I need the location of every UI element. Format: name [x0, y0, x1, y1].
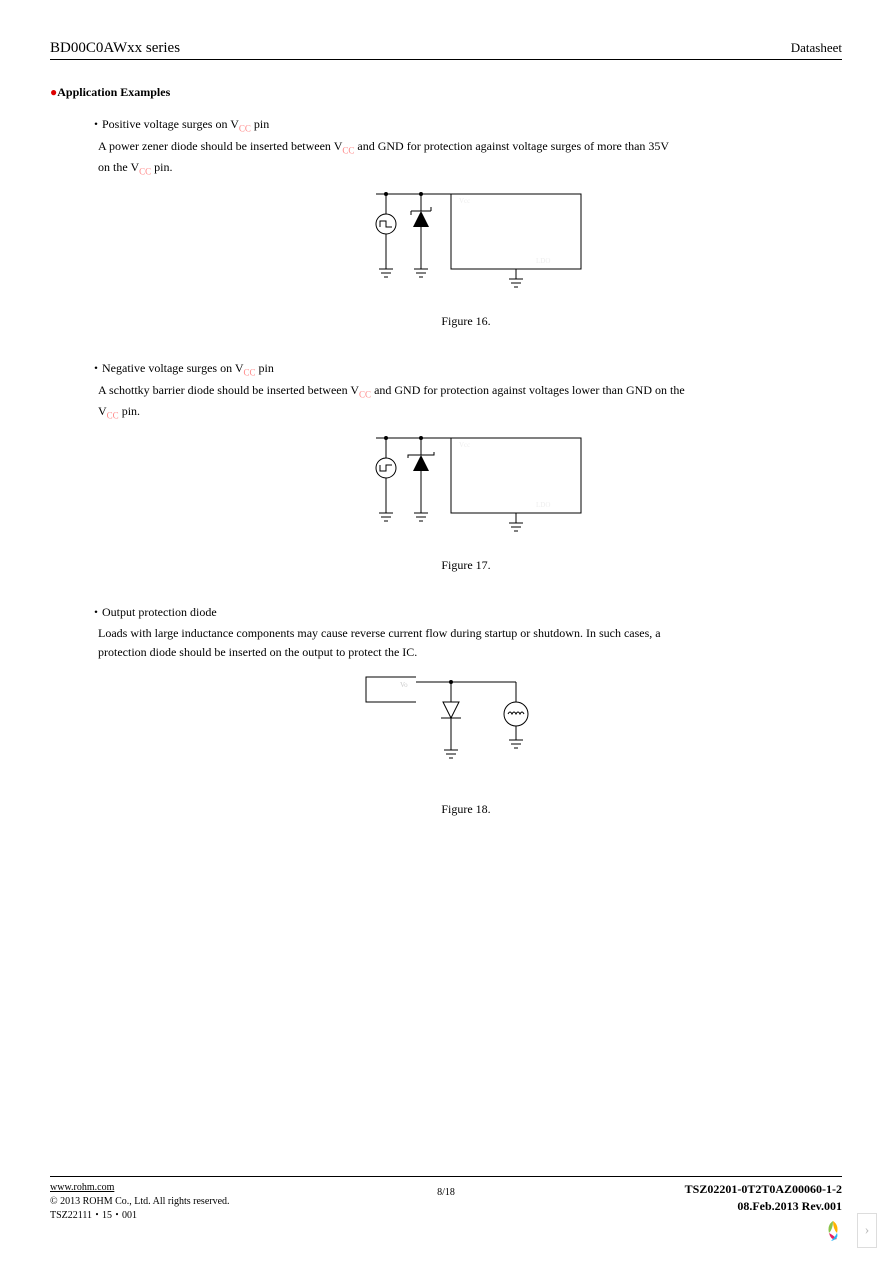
figure-16: Vcc LDO [90, 189, 842, 329]
footer-right: TSZ02201-0T2T0AZ00060-1-2 08.Feb.2013 Re… [685, 1181, 842, 1215]
page-header: BD00C0AWxx series Datasheet [50, 40, 842, 60]
page-footer: www.rohm.com © 2013 ROHM Co., Ltd. All r… [50, 1176, 842, 1223]
footer-page-number: 8/18 [437, 1187, 455, 1198]
footer-doc-code: TSZ02201-0T2T0AZ00060-1-2 [685, 1182, 842, 1196]
doc-type: Datasheet [791, 40, 842, 57]
example-3-heading: ・Output protection diode [90, 603, 842, 620]
footer-date-rev: 08.Feb.2013 Rev.001 [737, 1199, 842, 1213]
figure-18: Vo Figu [90, 672, 842, 817]
circuit-diagram-16: Vcc LDO [341, 189, 591, 299]
circuit-diagram-17: Vcc LDO [341, 433, 591, 543]
vcc-label: Vcc [459, 441, 470, 449]
footer-left: www.rohm.com © 2013 ROHM Co., Ltd. All r… [50, 1181, 230, 1223]
vo-label: Vo [400, 681, 408, 689]
figure-18-caption: Figure 18. [90, 802, 842, 817]
footer-url[interactable]: www.rohm.com [50, 1182, 114, 1193]
example-2: ・Negative voltage surges on VCC pin A sc… [90, 359, 842, 573]
example-1-desc: A power zener diode should be inserted b… [98, 137, 842, 179]
example-2-heading: ・Negative voltage surges on VCC pin [90, 359, 842, 377]
next-page-button[interactable]: › [857, 1213, 877, 1248]
example-3-desc: Loads with large inductance components m… [98, 624, 842, 662]
figure-17-caption: Figure 17. [90, 558, 842, 573]
series-title: BD00C0AWxx series [50, 40, 180, 57]
logo-icon [819, 1217, 847, 1245]
example-1-heading: ・Positive voltage surges on VCC pin [90, 115, 842, 133]
example-1: ・Positive voltage surges on VCC pin A po… [90, 115, 842, 329]
vcc-label: Vcc [459, 197, 470, 205]
figure-17: Vcc LDO [90, 433, 842, 573]
ldo-label: LDO [536, 501, 550, 509]
example-3: ・Output protection diode Loads with larg… [90, 603, 842, 817]
section-title: ●Application Examples [50, 85, 842, 100]
footer-copyright: © 2013 ROHM Co., Ltd. All rights reserve… [50, 1196, 230, 1207]
example-2-desc: A schottky barrier diode should be inser… [98, 381, 842, 423]
circuit-diagram-18: Vo [356, 672, 576, 787]
footer-code: TSZ22111・15・001 [50, 1210, 137, 1221]
ldo-label: LDO [536, 257, 550, 265]
corner-nav: › [819, 1213, 877, 1248]
figure-16-caption: Figure 16. [90, 314, 842, 329]
